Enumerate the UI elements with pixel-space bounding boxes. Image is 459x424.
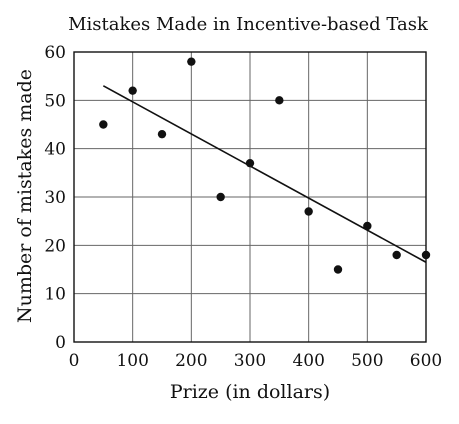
y-axis-ticks: 0 10 20 30 40 50 60 (44, 43, 66, 353)
x-tick-label: 300 (234, 351, 266, 371)
y-tick-label: 30 (44, 188, 66, 208)
x-tick-label: 500 (351, 351, 383, 371)
x-axis-ticks: 0 100 200 300 400 500 600 (69, 351, 443, 371)
y-axis-label: Number of mistakes made (14, 69, 36, 323)
data-point (187, 57, 196, 66)
y-tick-label: 20 (44, 236, 66, 256)
data-point (392, 250, 401, 260)
y-tick-label: 10 (44, 285, 66, 305)
grid-lines (73, 51, 427, 343)
y-tick-label: 60 (44, 43, 66, 63)
trend-line (102, 85, 427, 263)
plot-frame (73, 51, 427, 343)
x-tick-label: 200 (175, 351, 207, 371)
data-point (421, 250, 431, 260)
x-tick-label: 600 (410, 351, 442, 371)
data-point (304, 207, 313, 216)
chart-title: Mistakes Made in Incentive-based Task (68, 14, 429, 35)
data-point (333, 265, 343, 274)
data-point (363, 221, 372, 231)
data-points (99, 57, 431, 274)
data-point (245, 158, 255, 168)
x-axis-label: Prize (in dollars) (170, 381, 330, 403)
x-tick-label: 0 (69, 351, 80, 371)
data-point (128, 86, 137, 95)
data-point (275, 96, 284, 105)
data-point (216, 192, 225, 202)
y-tick-label: 50 (44, 91, 66, 111)
x-tick-label: 400 (292, 351, 324, 371)
y-tick-label: 40 (44, 140, 66, 160)
y-tick-label: 0 (55, 333, 66, 353)
data-point (157, 129, 167, 139)
data-point (99, 120, 108, 129)
x-tick-label: 100 (116, 351, 148, 371)
